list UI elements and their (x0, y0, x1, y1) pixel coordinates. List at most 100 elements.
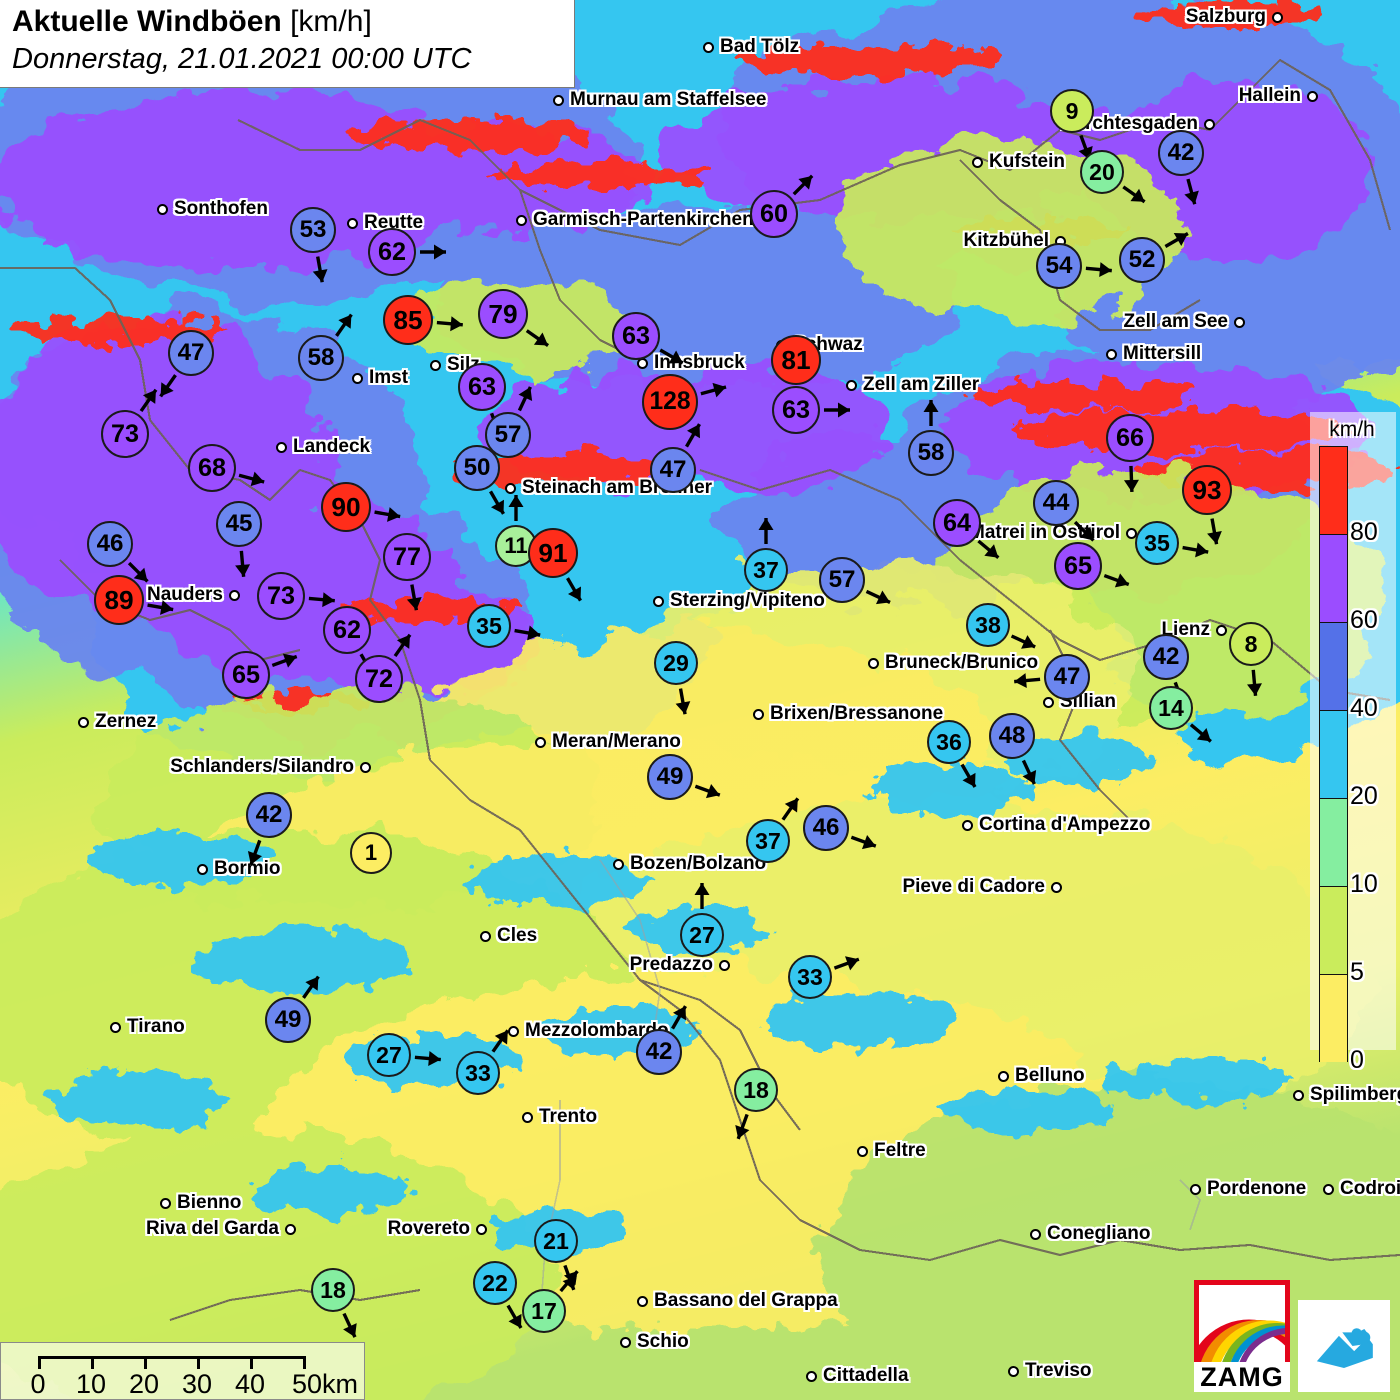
wind-gust-value[interactable]: 58 (908, 430, 954, 476)
wind-gust-value[interactable]: 8 (1229, 622, 1273, 666)
wind-direction-arrow-icon (1164, 232, 1189, 248)
wind-gust-value[interactable]: 73 (101, 410, 149, 458)
city-label: Pordenone (1190, 1178, 1306, 1200)
wind-direction-arrow-icon (1184, 178, 1199, 205)
wind-gust-value[interactable]: 89 (94, 575, 144, 625)
wind-gust-value[interactable]: 33 (456, 1051, 500, 1095)
city-dot-icon (1030, 1228, 1041, 1240)
wind-gust-value[interactable]: 85 (383, 295, 433, 345)
zamg-wordmark: ZAMG (1194, 1362, 1290, 1392)
wind-gust-value[interactable]: 37 (744, 548, 788, 592)
wind-gust-value[interactable]: 64 (933, 499, 981, 547)
city-dot-icon (962, 819, 973, 831)
wind-direction-arrow-icon (659, 348, 684, 365)
wind-gust-value[interactable]: 50 (454, 445, 500, 491)
wind-gust-value[interactable]: 47 (168, 330, 214, 376)
wind-direction-arrow-icon (1122, 185, 1146, 204)
wind-gust-value[interactable]: 42 (1158, 130, 1204, 176)
city-name: Cortina d'Ampezzo (979, 814, 1151, 835)
wind-direction-arrow-icon (1021, 759, 1037, 785)
wind-gust-value[interactable]: 62 (323, 606, 371, 654)
city-name: Zell am See (1123, 311, 1228, 332)
wind-gust-value[interactable]: 90 (321, 482, 371, 532)
wind-gust-value[interactable]: 93 (1182, 465, 1232, 515)
wind-gust-value[interactable]: 60 (750, 190, 798, 238)
wind-gust-value[interactable]: 44 (1033, 480, 1079, 526)
legend-band (1319, 534, 1348, 622)
legend-tick-label: 40 (1350, 694, 1378, 722)
wind-gust-value[interactable]: 77 (383, 533, 431, 581)
wind-direction-arrow-icon (359, 653, 376, 678)
city-label: Predazzo (630, 954, 730, 976)
wind-gust-value[interactable]: 42 (246, 792, 292, 838)
wind-gust-value[interactable]: 45 (216, 501, 262, 547)
wind-gust-value[interactable]: 47 (650, 447, 696, 493)
wind-gust-value[interactable]: 1 (350, 832, 392, 874)
wind-gust-value[interactable]: 91 (528, 528, 578, 578)
wind-gust-value[interactable]: 33 (788, 955, 832, 999)
city-name: Nauders (146, 584, 223, 605)
wind-gust-value[interactable]: 57 (485, 412, 531, 458)
city-label: Codroipo (1323, 1178, 1400, 1200)
wind-direction-arrow-icon (312, 256, 328, 283)
wind-gust-value[interactable]: 29 (654, 641, 698, 685)
wind-gust-value[interactable]: 46 (87, 521, 133, 567)
wind-gust-value[interactable]: 9 (1050, 89, 1094, 133)
wind-gust-value[interactable]: 65 (1054, 542, 1102, 590)
wind-gust-value[interactable]: 42 (636, 1029, 682, 1075)
city-label: Hallein (1239, 85, 1318, 107)
wind-gust-value[interactable]: 49 (265, 997, 311, 1043)
wind-gust-value[interactable]: 38 (966, 603, 1010, 647)
wind-gust-value[interactable]: 47 (1044, 654, 1090, 700)
wind-gust-value[interactable]: 37 (746, 819, 790, 863)
wind-gust-value[interactable]: 18 (734, 1068, 778, 1112)
legend-tick-label: 5 (1350, 958, 1364, 986)
wind-gust-value[interactable]: 53 (290, 207, 336, 253)
wind-gust-value[interactable]: 27 (367, 1033, 411, 1077)
wind-gust-value[interactable]: 22 (473, 1261, 517, 1305)
wind-gust-value[interactable]: 42 (1143, 634, 1189, 680)
page-title: Aktuelle Windböen [km/h] (12, 4, 564, 40)
wind-gust-value[interactable]: 63 (612, 312, 660, 360)
wind-gust-value[interactable]: 35 (1135, 521, 1179, 565)
wind-gust-value[interactable]: 72 (355, 655, 403, 703)
wind-gust-value[interactable]: 128 (642, 374, 698, 430)
wind-gust-value[interactable]: 63 (458, 363, 506, 411)
wind-direction-arrow-icon (489, 412, 504, 439)
city-name: Landeck (293, 436, 371, 457)
zamg-logo: ZAMG (1194, 1280, 1290, 1392)
city-name: Sonthofen (174, 198, 268, 219)
city-name: Brixen/Bressanone (770, 703, 944, 724)
wind-gust-value[interactable]: 46 (803, 805, 849, 851)
wind-gust-value[interactable]: 49 (647, 754, 693, 800)
wind-gust-value[interactable]: 35 (467, 604, 511, 648)
wind-gust-value[interactable]: 66 (1106, 414, 1154, 462)
wind-gust-value[interactable]: 20 (1080, 150, 1124, 194)
legend-tick-label: 0 (1350, 1046, 1364, 1074)
city-dot-icon (229, 589, 240, 601)
city-dot-icon (653, 595, 664, 607)
wind-gust-value[interactable]: 79 (478, 289, 528, 339)
wind-gust-value[interactable]: 52 (1119, 237, 1165, 283)
wind-gust-value[interactable]: 21 (534, 1219, 578, 1263)
wind-gust-value[interactable]: 62 (368, 228, 416, 276)
wind-gust-value[interactable]: 18 (311, 1268, 355, 1312)
wind-gust-value[interactable]: 54 (1036, 243, 1082, 289)
wind-gust-value[interactable]: 48 (989, 713, 1035, 759)
wind-gust-value[interactable]: 57 (819, 557, 865, 603)
wind-gust-value[interactable]: 17 (522, 1289, 566, 1333)
wind-direction-arrow-icon (792, 174, 814, 196)
wind-gust-value[interactable]: 63 (772, 386, 820, 434)
wind-gust-value[interactable]: 58 (298, 335, 344, 381)
city-label: Spilimbergo (1293, 1084, 1400, 1106)
wind-gust-value[interactable]: 14 (1149, 686, 1193, 730)
wind-gust-value[interactable]: 36 (927, 720, 971, 764)
wind-direction-arrow-icon (525, 329, 550, 347)
wind-gust-value[interactable]: 68 (188, 444, 236, 492)
wind-gust-value[interactable]: 27 (680, 913, 724, 957)
wind-gust-value[interactable]: 65 (222, 651, 270, 699)
wind-gust-value[interactable]: 81 (771, 335, 821, 385)
city-name: Bienno (177, 1192, 242, 1213)
title-datetime: Donnerstag, 21.01.2021 00:00 UTC (12, 43, 472, 75)
wind-gust-value[interactable]: 73 (257, 572, 305, 620)
